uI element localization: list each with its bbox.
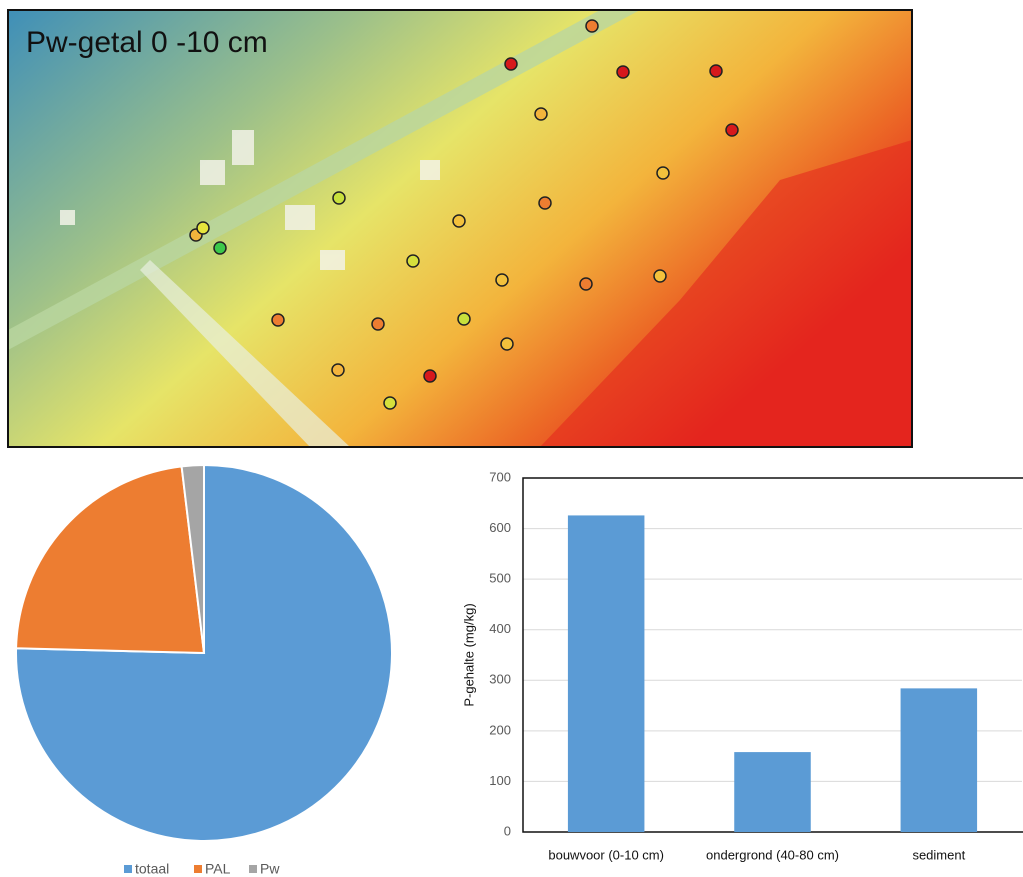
page: Pw-getal 0 -10 cm totaal PAL Pw 0 100 200 300 4… — [0, 0, 1023, 877]
x-tick-label: ondergrond (40-80 cm) — [706, 847, 839, 862]
map-title: Pw-getal 0 -10 cm — [26, 26, 268, 59]
y-tick-label: 200 — [489, 722, 511, 737]
legend-label: PAL — [205, 861, 231, 877]
x-tick-label: sediment — [912, 847, 965, 862]
figure: Pw-getal 0 -10 cm totaal PAL Pw 0 100 200 300 4… — [0, 0, 1023, 877]
y-tick-label: 0 — [504, 823, 511, 838]
legend-label: totaal — [135, 861, 169, 877]
legend-label: Pw — [260, 861, 280, 877]
map — [8, 10, 912, 447]
y-tick-label: 500 — [489, 571, 511, 586]
y-tick-label: 100 — [489, 773, 511, 788]
bar — [568, 515, 645, 832]
bar — [734, 752, 811, 832]
pie-slice — [16, 466, 204, 653]
y-tick-label: 700 — [489, 469, 511, 484]
legend-swatch — [124, 865, 132, 873]
y-tick-label: 300 — [489, 672, 511, 687]
bar — [901, 688, 978, 832]
x-tick-label: bouwvoor (0-10 cm) — [548, 847, 664, 862]
legend-swatch — [249, 865, 257, 873]
y-tick-label: 600 — [489, 520, 511, 535]
y-tick-label: 400 — [489, 621, 511, 636]
legend-swatch — [194, 865, 202, 873]
y-axis-label: P-gehalte (mg/kg) — [461, 603, 476, 706]
